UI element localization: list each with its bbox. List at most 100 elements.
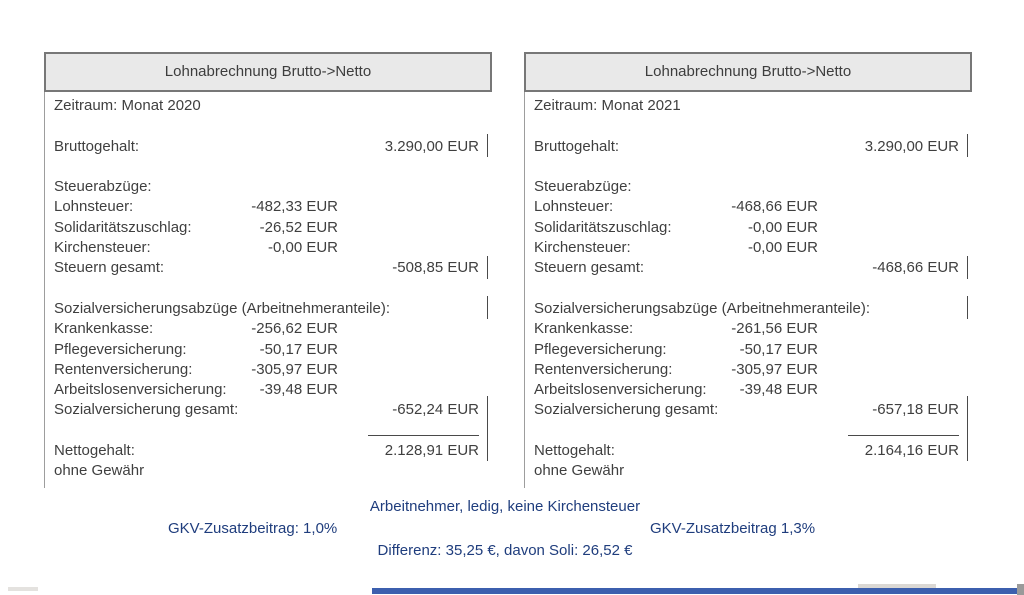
social-row: Pflegeversicherung: -50,17 EUR [525, 341, 972, 361]
cell-border-tick [486, 296, 488, 319]
spacer-row [525, 117, 972, 137]
panel-body-2021: Zeitraum: Monat 2021 Bruttogehalt: 3.290… [524, 92, 972, 488]
net-row: Nettogehalt: 2.164,16 EUR [525, 442, 972, 462]
spacer-row [525, 158, 972, 178]
social-row-value: -50,17 EUR [259, 340, 338, 358]
social-row-value: -305,97 EUR [251, 360, 338, 378]
timeline-buffer-mark [858, 584, 936, 589]
disclaimer-label: ohne Gewähr [534, 462, 625, 480]
social-row: Rentenversicherung: -305,97 EUR [45, 361, 492, 381]
social-row: Krankenkasse: -256,62 EUR [45, 320, 492, 340]
social-section-heading: Sozialversicherungsabzüge (Arbeitnehmera… [525, 300, 972, 320]
disclaimer-label: ohne Gewähr [54, 462, 145, 480]
tax-row-value: -0,00 EUR [747, 239, 818, 257]
net-label: Nettogehalt: [534, 442, 615, 460]
tax-total-row: Steuern gesamt: -468,66 EUR [525, 259, 972, 279]
tax-row: Kirchensteuer: -0,00 EUR [525, 239, 972, 259]
gross-label: Bruttogehalt: [54, 137, 140, 155]
tax-total-value: -468,66 EUR [872, 259, 959, 277]
tax-total-row: Steuern gesamt: -508,85 EUR [45, 259, 492, 279]
footer-note-difference: Differenz: 35,25 €, davon Soli: 26,52 € [377, 542, 633, 559]
tax-row-label: Kirchensteuer: [534, 239, 631, 257]
panel-title-2020: Lohnabrechnung Brutto->Netto [44, 52, 492, 92]
social-row-label: Rentenversicherung: [54, 360, 193, 378]
cell-border-tick [486, 396, 488, 461]
tax-row-label: Lohnsteuer: [54, 198, 134, 216]
footer-note-gkv-2021: GKV-Zusatzbeitrag 1,3% [650, 520, 816, 537]
social-row-label: Arbeitslosenversicherung: [54, 381, 227, 399]
sum-line [848, 434, 959, 436]
tax-total-label: Steuern gesamt: [54, 259, 165, 277]
social-row-label: Rentenversicherung: [534, 360, 673, 378]
tax-total-value: -508,85 EUR [392, 259, 479, 277]
tax-row-value: -0,00 EUR [267, 239, 338, 257]
spacer-row [45, 117, 492, 137]
cell-border-tick [966, 296, 968, 319]
sum-line-row [45, 422, 492, 442]
social-section-heading: Sozialversicherungsabzüge (Arbeitnehmera… [45, 300, 492, 320]
social-section-label: Sozialversicherungsabzüge (Arbeitnehmera… [534, 299, 871, 317]
social-section-label: Sozialversicherungsabzüge (Arbeitnehmera… [54, 299, 391, 317]
tax-row-label: Solidaritätszuschlag: [54, 218, 192, 236]
social-row-label: Arbeitslosenversicherung: [534, 381, 707, 399]
sum-line [368, 434, 479, 436]
tax-row: Solidaritätszuschlag: -26,52 EUR [45, 219, 492, 239]
spacer-row [45, 158, 492, 178]
tax-row-value: -468,66 EUR [731, 198, 818, 216]
disclaimer-row: ohne Gewähr [525, 462, 972, 482]
social-total-row: Sozialversicherung gesamt: -657,18 EUR [525, 401, 972, 421]
tax-row: Lohnsteuer: -468,66 EUR [525, 198, 972, 218]
period-label: Zeitraum: Monat 2020 [54, 97, 201, 114]
social-row-label: Pflegeversicherung: [534, 340, 667, 358]
video-progress-bar[interactable] [372, 588, 1024, 594]
payroll-panel-2020: Lohnabrechnung Brutto->Netto Zeitraum: M… [44, 52, 492, 488]
social-row-label: Krankenkasse: [534, 320, 634, 338]
tax-row: Solidaritätszuschlag: -0,00 EUR [525, 219, 972, 239]
tax-row: Kirchensteuer: -0,00 EUR [45, 239, 492, 259]
timeline-left-mark [8, 587, 38, 591]
net-row: Nettogehalt: 2.128,91 EUR [45, 442, 492, 462]
cell-border-tick [966, 134, 968, 157]
social-total-label: Sozialversicherung gesamt: [534, 401, 719, 419]
social-row-value: -305,97 EUR [731, 360, 818, 378]
spacer-row [525, 280, 972, 300]
social-total-value: -657,18 EUR [872, 401, 959, 419]
cell-border-tick [966, 396, 968, 461]
tax-total-label: Steuern gesamt: [534, 259, 645, 277]
gross-value: 3.290,00 EUR [384, 137, 479, 155]
social-row-value: -39,48 EUR [739, 381, 818, 399]
cell-border-tick [486, 256, 488, 279]
panel-title-2021: Lohnabrechnung Brutto->Netto [524, 52, 972, 92]
period-label: Zeitraum: Monat 2021 [534, 97, 681, 114]
social-row-label: Pflegeversicherung: [54, 340, 187, 358]
social-total-row: Sozialversicherung gesamt: -652,24 EUR [45, 401, 492, 421]
social-total-value: -652,24 EUR [392, 401, 479, 419]
social-row: Pflegeversicherung: -50,17 EUR [45, 341, 492, 361]
social-row-value: -256,62 EUR [251, 320, 338, 338]
tax-section-label: Steuerabzüge: [534, 178, 632, 196]
social-row-label: Krankenkasse: [54, 320, 154, 338]
net-value: 2.128,91 EUR [384, 442, 479, 460]
social-row-value: -39,48 EUR [259, 381, 338, 399]
tax-section-label: Steuerabzüge: [54, 178, 152, 196]
social-total-label: Sozialversicherung gesamt: [54, 401, 239, 419]
tax-row-value: -0,00 EUR [747, 218, 818, 236]
net-value: 2.164,16 EUR [864, 442, 959, 460]
social-row-value: -50,17 EUR [739, 340, 818, 358]
panel-body-2020: Zeitraum: Monat 2020 Bruttogehalt: 3.290… [44, 92, 492, 488]
tax-section-heading: Steuerabzüge: [45, 178, 492, 198]
social-row: Rentenversicherung: -305,97 EUR [525, 361, 972, 381]
tax-section-heading: Steuerabzüge: [525, 178, 972, 198]
footer-note-employee: Arbeitnehmer, ledig, keine Kirchensteuer [369, 498, 641, 515]
tax-row-value: -482,33 EUR [251, 198, 338, 216]
social-row: Arbeitslosenversicherung: -39,48 EUR [525, 381, 972, 401]
tax-row-label: Solidaritätszuschlag: [534, 218, 672, 236]
period-row: Zeitraum: Monat 2021 [525, 97, 972, 117]
period-row: Zeitraum: Monat 2020 [45, 97, 492, 117]
cell-border-tick [966, 256, 968, 279]
disclaimer-row: ohne Gewähr [45, 462, 492, 482]
tax-row-label: Lohnsteuer: [534, 198, 614, 216]
social-row-value: -261,56 EUR [731, 320, 818, 338]
timeline-corner-mark [1017, 584, 1024, 595]
